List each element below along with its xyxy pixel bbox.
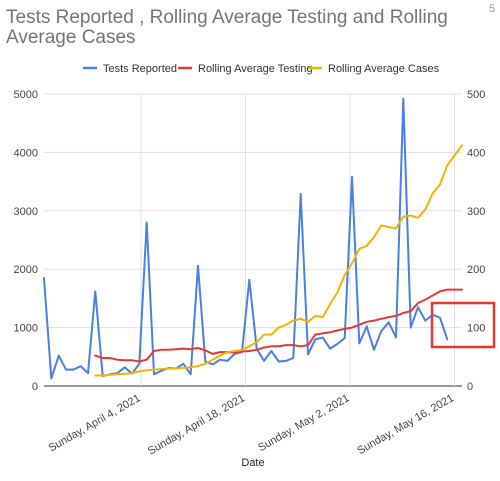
series-line-rolling-average-cases (94, 144, 463, 377)
legend: Tests Reported Rolling Average Testing Rol… (83, 63, 440, 75)
y-left-tick-label: 3000 (14, 206, 38, 218)
x-tick-label: Sunday, April 18, 2021 (146, 392, 247, 457)
plot-area (43, 97, 463, 380)
series-line-rolling-average-testing (94, 288, 463, 363)
y-right-tick-label: 500 (467, 89, 485, 101)
legend-label-rolling-average-testing: Rolling Average Testing (198, 63, 313, 75)
y-right-tick-label: 300 (467, 206, 485, 218)
axes: 0 1000 2000 3000 4000 5000 0 100 200 300 400 500 Sun… (14, 89, 486, 458)
y-left-tick-label: 5000 (14, 89, 38, 101)
chart-title: Tests Reported , Rolling Average Testing… (6, 7, 448, 48)
y-left-tick-label: 0 (32, 381, 38, 393)
x-axis-title: Date (241, 457, 264, 469)
legend-label-rolling-average-cases: Rolling Average Cases (328, 63, 440, 75)
highlight-box (430, 301, 496, 349)
x-tick-label: Sunday, April 4, 2021 (47, 392, 143, 454)
y-left-tick-label: 1000 (14, 323, 38, 335)
y-right-tick-label: 100 (467, 323, 485, 335)
x-tick-label: Sunday, May 16, 2021 (355, 392, 456, 457)
y-right-tick-label: 200 (467, 264, 485, 276)
y-left-tick-label: 2000 (14, 264, 38, 276)
y-right-tick-label: 400 (467, 147, 485, 159)
x-tick-label: Sunday, May 2, 2021 (256, 392, 351, 454)
y-right-tick-label: 0 (467, 381, 473, 393)
legend-label-tests-reported: Tests Reported (103, 63, 177, 75)
y-left-tick-label: 4000 (14, 147, 38, 159)
corner-mark: 5 (489, 3, 496, 15)
